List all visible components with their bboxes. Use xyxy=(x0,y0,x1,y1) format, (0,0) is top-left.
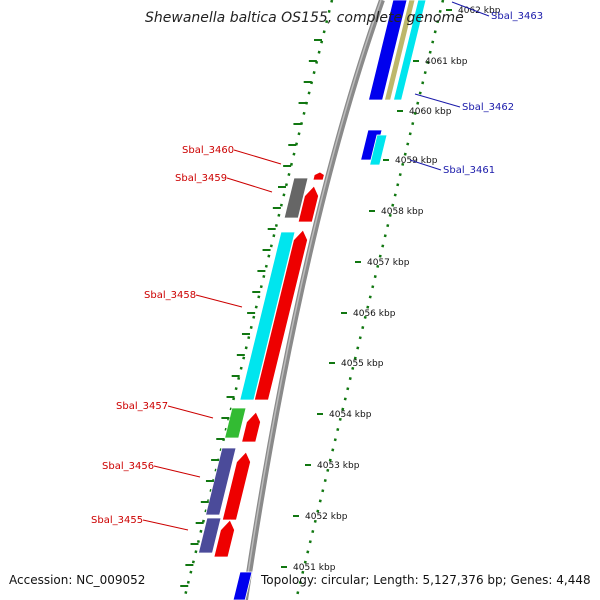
map-title: Shewanella baltica OS155, complete genom… xyxy=(145,10,464,26)
gene-label-sbal-3457[interactable]: Sbal_3457 xyxy=(116,401,168,412)
sbal-3457-arrow-red[interactable] xyxy=(241,411,261,443)
gene-label-sbal-3462[interactable]: Sbal_3462 xyxy=(462,102,514,113)
kbp-label: 4060 kbp xyxy=(409,107,452,117)
sbal-3460-block-gray[interactable] xyxy=(283,177,309,219)
gene-shapes xyxy=(197,0,427,600)
inner-dotted-track xyxy=(294,0,445,600)
kbp-label: 4058 kbp xyxy=(381,207,424,217)
kbp-label: 4057 kbp xyxy=(367,258,410,268)
next-gene-block-blue[interactable] xyxy=(232,571,253,600)
sbal-3459-arrow-red[interactable] xyxy=(297,185,319,223)
gene-leader-line xyxy=(142,519,189,531)
genome-backbone-highlight xyxy=(243,0,382,600)
kbp-label: 4052 kbp xyxy=(305,512,348,522)
gene-leader-line xyxy=(153,465,201,478)
gene-label-sbal-3459[interactable]: Sbal_3459 xyxy=(175,173,227,184)
gene-label-sbal-3455[interactable]: Sbal_3455 xyxy=(91,515,143,526)
sbal-3458-block-cyan[interactable] xyxy=(239,231,296,401)
sbal-3456-arrow-red[interactable] xyxy=(221,451,251,521)
sbal-3458-arrow-red[interactable] xyxy=(253,229,308,401)
gene-label-sbal-3456[interactable]: Sbal_3456 xyxy=(102,461,154,472)
gene-leader-line xyxy=(409,159,442,171)
outer-dotted-track xyxy=(182,0,334,600)
kbp-label: 4056 kbp xyxy=(353,309,396,319)
gene-leader-line xyxy=(233,149,282,165)
kbp-label: 4055 kbp xyxy=(341,359,384,369)
kbp-label: 4054 kbp xyxy=(329,410,372,420)
sbal-3455-arrow-red[interactable] xyxy=(213,519,235,558)
sbal-3457-block-green[interactable] xyxy=(224,407,247,439)
sbal-3456-block-slate[interactable] xyxy=(205,447,237,516)
kbp-label: 4053 kbp xyxy=(317,461,360,471)
kbp-scale: 4051 kbp 4052 kbp 4053 kbp 4054 kbp 4055 kbp… xyxy=(281,6,501,573)
gene-label-sbal-3460[interactable]: Sbal_3460 xyxy=(182,145,234,156)
kbp-label: 4051 kbp xyxy=(293,563,336,573)
gene-leader-line xyxy=(226,177,273,193)
genome-backbone xyxy=(242,0,385,600)
gene-label-sbal-3458[interactable]: Sbal_3458 xyxy=(144,290,196,301)
kbp-label: 4059 kbp xyxy=(395,156,438,166)
sbal-3455-block-slate[interactable] xyxy=(197,517,222,554)
sbal-3463-block-cyan[interactable] xyxy=(392,0,427,101)
gene-leader-line xyxy=(451,1,490,17)
sbal-3463-block-blue[interactable] xyxy=(367,0,408,101)
sbal-3460-arrow-red[interactable] xyxy=(312,171,325,181)
outer-ticks xyxy=(180,39,322,587)
genome-summary-text: Topology: circular; Length: 5,127,376 bp… xyxy=(261,573,591,587)
gene-labels: Sbal_3455 Sbal_3456 Sbal_3457 Sbal_3458 Sbal… xyxy=(91,1,543,531)
gene-leader-line xyxy=(414,93,461,108)
gene-leader-line xyxy=(195,294,243,308)
kbp-label: 4062 kbp xyxy=(458,6,501,16)
accession-text: Accession: NC_009052 xyxy=(9,573,146,587)
sbal-3461-block-cyan[interactable] xyxy=(369,134,388,166)
kbp-label: 4061 kbp xyxy=(425,57,468,67)
gene-label-sbal-3463[interactable]: Sbal_3463 xyxy=(491,11,543,22)
gene-leader-line xyxy=(167,405,214,419)
sbal-3463-block-tan[interactable] xyxy=(383,0,416,101)
gene-label-sbal-3461[interactable]: Sbal_3461 xyxy=(443,165,495,176)
